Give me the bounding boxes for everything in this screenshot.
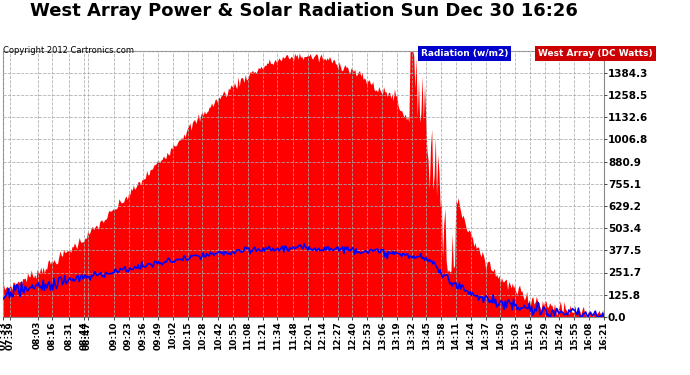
Text: Radiation (w/m2): Radiation (w/m2) — [421, 49, 509, 58]
Text: West Array (DC Watts): West Array (DC Watts) — [538, 49, 653, 58]
Text: Copyright 2012 Cartronics.com: Copyright 2012 Cartronics.com — [3, 46, 135, 55]
Text: West Array Power & Solar Radiation Sun Dec 30 16:26: West Array Power & Solar Radiation Sun D… — [30, 2, 578, 20]
